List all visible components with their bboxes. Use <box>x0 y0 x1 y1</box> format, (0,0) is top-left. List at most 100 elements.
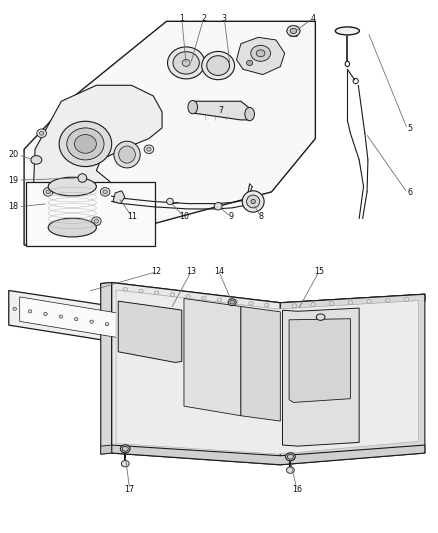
Text: 2: 2 <box>201 14 206 22</box>
Ellipse shape <box>182 60 190 67</box>
Polygon shape <box>241 306 280 421</box>
Ellipse shape <box>13 307 17 310</box>
Ellipse shape <box>122 447 128 451</box>
Ellipse shape <box>336 27 359 35</box>
Text: 4: 4 <box>311 14 316 22</box>
Ellipse shape <box>147 147 151 151</box>
Polygon shape <box>33 85 162 219</box>
Ellipse shape <box>311 303 315 306</box>
Ellipse shape <box>103 190 107 193</box>
Ellipse shape <box>139 289 143 293</box>
Ellipse shape <box>43 188 53 196</box>
Ellipse shape <box>265 303 269 307</box>
Ellipse shape <box>245 107 254 121</box>
Ellipse shape <box>48 219 96 237</box>
Ellipse shape <box>120 445 130 453</box>
Ellipse shape <box>123 287 127 291</box>
Ellipse shape <box>247 60 253 66</box>
Polygon shape <box>101 282 112 454</box>
Ellipse shape <box>28 310 32 313</box>
Text: 12: 12 <box>151 268 161 276</box>
Polygon shape <box>112 282 280 465</box>
Ellipse shape <box>207 55 230 76</box>
Ellipse shape <box>105 322 109 326</box>
Polygon shape <box>116 290 418 454</box>
Ellipse shape <box>170 293 175 296</box>
Text: 13: 13 <box>186 268 196 276</box>
Text: 20: 20 <box>8 150 18 159</box>
Text: 16: 16 <box>292 485 302 494</box>
Ellipse shape <box>249 301 253 305</box>
Ellipse shape <box>316 314 325 320</box>
Ellipse shape <box>121 461 129 467</box>
Text: 9: 9 <box>229 213 234 221</box>
Text: 7: 7 <box>218 107 223 115</box>
Ellipse shape <box>367 300 371 303</box>
Polygon shape <box>101 445 112 454</box>
Ellipse shape <box>59 315 63 318</box>
Ellipse shape <box>251 199 255 204</box>
Text: 1: 1 <box>179 14 184 22</box>
Polygon shape <box>237 37 285 75</box>
Ellipse shape <box>119 146 135 163</box>
Text: 6: 6 <box>407 189 412 197</box>
Polygon shape <box>289 319 350 402</box>
Polygon shape <box>116 290 418 312</box>
Polygon shape <box>113 191 125 204</box>
Ellipse shape <box>114 141 140 168</box>
Polygon shape <box>283 308 359 446</box>
Polygon shape <box>280 294 425 465</box>
Ellipse shape <box>287 454 293 459</box>
Polygon shape <box>101 284 425 310</box>
Polygon shape <box>9 290 208 349</box>
Ellipse shape <box>67 128 104 160</box>
Polygon shape <box>101 282 425 310</box>
Ellipse shape <box>217 298 222 302</box>
Text: 3: 3 <box>222 14 227 22</box>
Ellipse shape <box>59 122 112 166</box>
Ellipse shape <box>46 190 50 193</box>
Polygon shape <box>118 301 182 362</box>
Ellipse shape <box>74 135 96 154</box>
Ellipse shape <box>188 100 198 114</box>
Bar <box>26 182 155 246</box>
Polygon shape <box>193 101 250 120</box>
Ellipse shape <box>286 467 294 473</box>
Ellipse shape <box>251 45 271 61</box>
Ellipse shape <box>404 297 409 301</box>
Ellipse shape <box>286 453 295 461</box>
Ellipse shape <box>173 52 199 74</box>
Ellipse shape <box>186 294 191 298</box>
Text: 19: 19 <box>8 176 18 184</box>
Ellipse shape <box>201 296 206 300</box>
Ellipse shape <box>100 188 110 196</box>
Ellipse shape <box>37 129 46 138</box>
Ellipse shape <box>90 320 93 323</box>
Ellipse shape <box>233 300 237 303</box>
Ellipse shape <box>214 203 222 210</box>
Ellipse shape <box>290 28 297 34</box>
Text: 5: 5 <box>407 125 413 133</box>
Ellipse shape <box>39 132 44 135</box>
Ellipse shape <box>385 298 390 302</box>
Text: 14: 14 <box>214 268 224 276</box>
Ellipse shape <box>94 220 99 223</box>
Polygon shape <box>24 21 315 245</box>
Ellipse shape <box>92 217 101 225</box>
Text: 17: 17 <box>124 485 135 494</box>
Ellipse shape <box>155 291 159 295</box>
Ellipse shape <box>166 198 173 205</box>
Ellipse shape <box>247 195 260 208</box>
Polygon shape <box>112 445 425 465</box>
Text: 18: 18 <box>8 203 18 211</box>
Ellipse shape <box>292 304 297 308</box>
Ellipse shape <box>230 301 234 304</box>
Ellipse shape <box>329 302 334 305</box>
Text: 11: 11 <box>127 213 137 221</box>
Text: 15: 15 <box>314 268 324 276</box>
Ellipse shape <box>201 52 235 80</box>
Ellipse shape <box>48 177 96 196</box>
Ellipse shape <box>31 156 42 164</box>
Ellipse shape <box>242 191 264 212</box>
Ellipse shape <box>44 312 47 316</box>
